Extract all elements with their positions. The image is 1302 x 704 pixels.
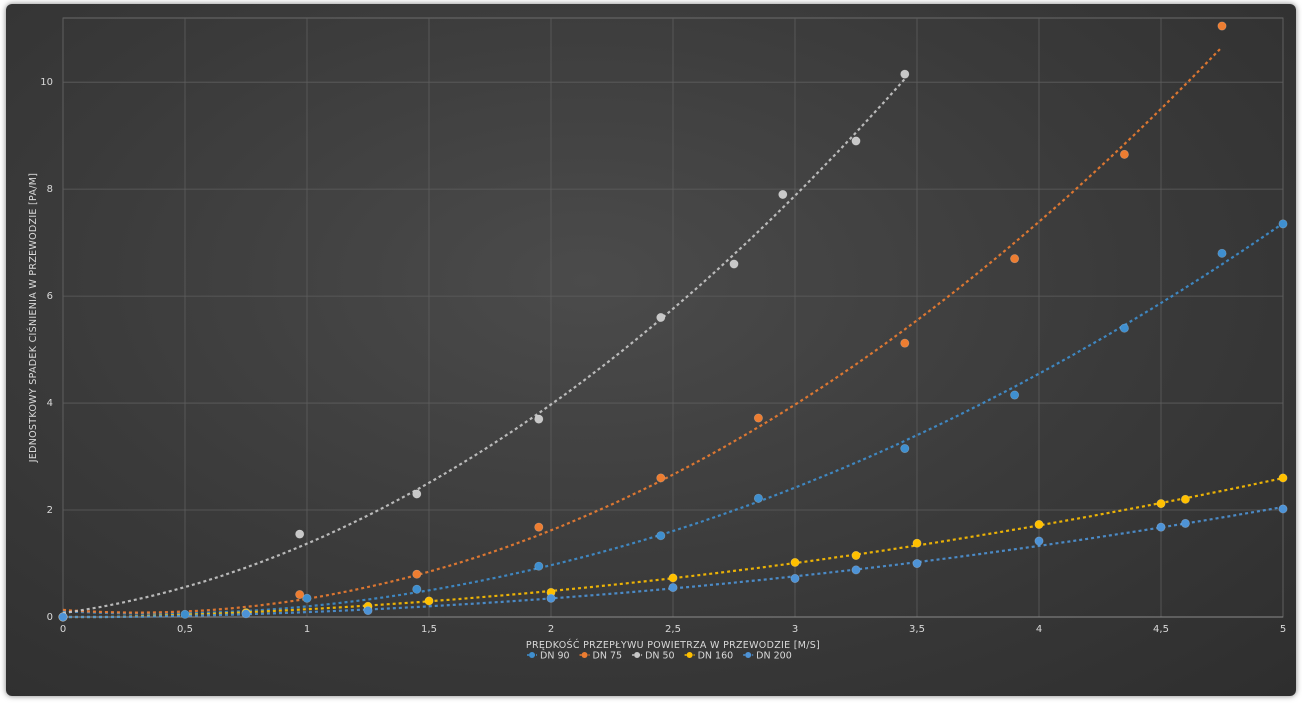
data-point [754, 414, 762, 422]
data-point [730, 260, 738, 268]
x-tick-label: 0 [60, 624, 66, 635]
data-point [1120, 324, 1128, 332]
legend: DN 90 DN 75 DN 50 DN 160 DN 200 [527, 651, 792, 662]
data-point [295, 590, 303, 598]
data-point [59, 613, 67, 621]
data-point [181, 610, 189, 618]
data-point [901, 339, 909, 347]
data-point [1218, 22, 1226, 30]
data-point [1157, 499, 1165, 507]
data-point [852, 566, 860, 574]
data-point [669, 574, 677, 582]
y-tick-label: 2 [47, 505, 53, 516]
data-point [535, 415, 543, 423]
x-tick-label: 4 [1036, 624, 1042, 635]
data-point [425, 597, 433, 605]
data-point [791, 574, 799, 582]
y-axis-title: JEDNOSTKOWY SPADEK CIŚNIENIA W PRZEWODZI… [27, 173, 39, 464]
legend-label: DN 90 [540, 651, 570, 662]
legend-label: DN 75 [593, 651, 623, 662]
legend-label: DN 160 [698, 651, 734, 662]
data-point [901, 444, 909, 452]
data-point [657, 474, 665, 482]
data-point [547, 594, 555, 602]
data-point [1279, 474, 1287, 482]
data-point [657, 313, 665, 321]
trendline [63, 47, 1222, 613]
x-tick-label: 4,5 [1153, 624, 1169, 635]
x-tick-label: 2 [548, 624, 554, 635]
y-tick-label: 4 [47, 398, 53, 409]
x-tick-label: 2,5 [665, 624, 681, 635]
data-point [657, 532, 665, 540]
x-axis-title: PRĘDKOŚĆ PRZEPŁYWU POWIETRZA W PRZEWODZI… [526, 639, 820, 651]
trendline [63, 79, 905, 613]
data-point [791, 558, 799, 566]
y-tick-label: 10 [40, 77, 53, 88]
legend-marker [529, 652, 535, 658]
data-point [413, 585, 421, 593]
data-point [1181, 519, 1189, 527]
data-point [754, 494, 762, 502]
legend-label: DN 200 [756, 651, 792, 662]
data-point [535, 562, 543, 570]
data-point [1010, 391, 1018, 399]
x-tick-label: 1 [304, 624, 310, 635]
legend-label: DN 50 [645, 651, 675, 662]
data-point [1157, 523, 1165, 531]
x-tick-label: 5 [1280, 624, 1286, 635]
data-point [779, 190, 787, 198]
data-point [1181, 495, 1189, 503]
data-point [852, 551, 860, 559]
data-point [852, 137, 860, 145]
legend-marker [582, 652, 588, 658]
x-tick-label: 3,5 [909, 624, 925, 635]
y-tick-label: 8 [47, 184, 53, 195]
grid [63, 18, 1283, 617]
data-point [413, 490, 421, 498]
data-point [1279, 505, 1287, 513]
x-tick-label: 1,5 [421, 624, 437, 635]
data-point [535, 523, 543, 531]
data-point [413, 570, 421, 578]
data-point [913, 559, 921, 567]
legend-marker [687, 652, 693, 658]
data-point [1218, 249, 1226, 257]
data-point [1035, 520, 1043, 528]
data-point [1279, 220, 1287, 228]
data-point [901, 70, 909, 78]
data-point [1035, 537, 1043, 545]
legend-marker [745, 652, 751, 658]
x-tick-label: 3 [792, 624, 798, 635]
y-tick-label: 0 [47, 612, 53, 623]
y-tick-label: 6 [47, 291, 53, 302]
data-point [242, 610, 250, 618]
axes: 0 2 4 6 8 10 0 0,5 1 1,5 2 2,5 3 3,5 4 4,5 5 [40, 77, 1286, 635]
data-point [669, 583, 677, 591]
x-tick-label: 0,5 [177, 624, 193, 635]
legend-marker [634, 652, 640, 658]
data-point [295, 530, 303, 538]
data-point [913, 539, 921, 547]
data-point [364, 606, 372, 614]
data-point [1120, 150, 1128, 158]
data-point [1010, 254, 1018, 262]
